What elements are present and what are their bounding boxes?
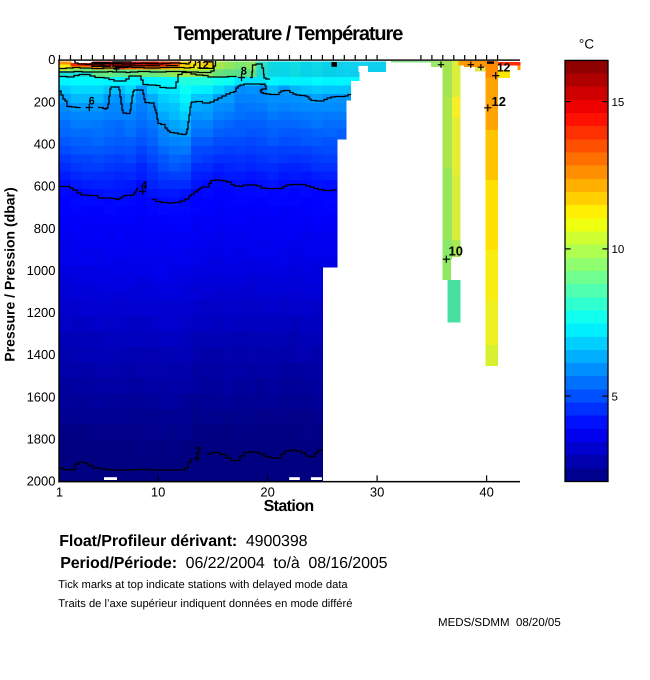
svg-text:15: 15 bbox=[612, 97, 625, 109]
svg-text:4: 4 bbox=[141, 180, 148, 192]
svg-text:20: 20 bbox=[260, 485, 274, 500]
svg-text:1600: 1600 bbox=[27, 389, 56, 404]
svg-text:Period/Période: 06/22/2004 t: Period/Période: 06/22/2004 to/à 08/16/20… bbox=[60, 555, 387, 572]
svg-text:Station: Station bbox=[264, 498, 314, 515]
svg-text:°C: °C bbox=[579, 37, 594, 52]
svg-text:10: 10 bbox=[151, 485, 165, 500]
svg-text:1: 1 bbox=[56, 485, 63, 500]
svg-text:MEDS/SDMM 08/20/05: MEDS/SDMM 08/20/05 bbox=[438, 617, 561, 629]
svg-text:400: 400 bbox=[34, 137, 56, 152]
svg-text:Float/Profileur dérivant: 490: Float/Profileur dérivant: 4900398 bbox=[59, 533, 307, 550]
svg-text:Pressure / Pression (dbar): Pressure / Pression (dbar) bbox=[2, 187, 18, 361]
svg-text:30: 30 bbox=[370, 485, 384, 500]
svg-text:1000: 1000 bbox=[27, 263, 56, 278]
svg-text:12: 12 bbox=[197, 59, 209, 71]
svg-text:12: 12 bbox=[497, 60, 511, 74]
svg-text:1800: 1800 bbox=[27, 432, 56, 447]
svg-text:200: 200 bbox=[34, 94, 56, 109]
svg-text:800: 800 bbox=[34, 221, 56, 236]
svg-text:5: 5 bbox=[612, 391, 618, 403]
svg-text:Traits de l’axe supérieur indi: Traits de l’axe supérieur indiquent donn… bbox=[58, 598, 352, 610]
svg-text:600: 600 bbox=[34, 179, 56, 194]
svg-text:Temperature / Température: Temperature / Température bbox=[174, 23, 403, 45]
svg-text:0: 0 bbox=[48, 52, 55, 67]
svg-text:1200: 1200 bbox=[27, 305, 56, 320]
svg-text:10: 10 bbox=[449, 244, 463, 259]
svg-text:8: 8 bbox=[241, 65, 247, 77]
svg-text:2000: 2000 bbox=[27, 474, 56, 489]
svg-text:2: 2 bbox=[195, 445, 201, 457]
svg-text:Tick marks at top indicate sta: Tick marks at top indicate stations with… bbox=[58, 579, 348, 591]
svg-text:10: 10 bbox=[612, 244, 625, 256]
svg-text:6: 6 bbox=[89, 96, 95, 108]
svg-text:12: 12 bbox=[492, 94, 506, 109]
svg-text:40: 40 bbox=[479, 485, 493, 500]
svg-text:1400: 1400 bbox=[27, 347, 56, 362]
